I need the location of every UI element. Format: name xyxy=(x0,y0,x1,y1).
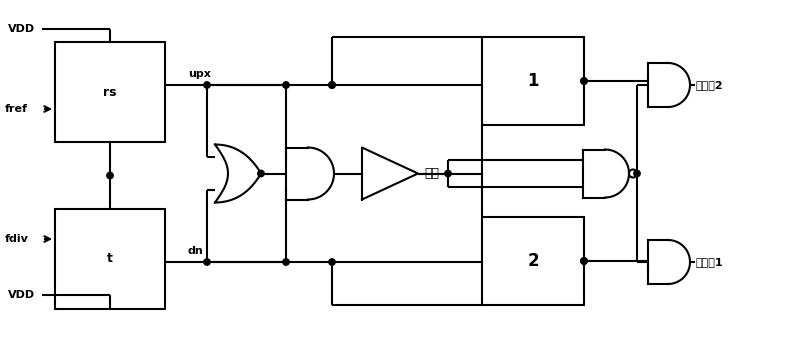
Text: 符号位1: 符号位1 xyxy=(696,257,724,267)
Circle shape xyxy=(329,82,335,88)
Circle shape xyxy=(581,258,587,264)
Circle shape xyxy=(283,259,290,265)
Text: rs: rs xyxy=(103,85,117,99)
Text: fref: fref xyxy=(5,104,28,114)
Bar xyxy=(482,37,584,125)
Bar xyxy=(482,217,584,305)
Circle shape xyxy=(634,170,640,177)
Circle shape xyxy=(107,172,114,179)
Circle shape xyxy=(445,170,451,177)
Text: t: t xyxy=(107,253,113,265)
Circle shape xyxy=(329,259,335,265)
Bar xyxy=(55,42,165,142)
Circle shape xyxy=(204,259,210,265)
Circle shape xyxy=(204,82,210,88)
Text: 1: 1 xyxy=(527,72,538,90)
Circle shape xyxy=(581,258,587,264)
Bar xyxy=(55,209,165,309)
Text: VDD: VDD xyxy=(8,290,35,300)
Text: dn: dn xyxy=(188,246,204,256)
Text: VDD: VDD xyxy=(8,24,35,34)
Circle shape xyxy=(283,82,290,88)
Circle shape xyxy=(581,78,587,84)
Text: 2: 2 xyxy=(527,252,539,270)
Text: fdiv: fdiv xyxy=(5,234,29,244)
Circle shape xyxy=(258,170,264,177)
Circle shape xyxy=(581,78,587,84)
Circle shape xyxy=(329,82,335,88)
Text: 相差: 相差 xyxy=(424,167,439,180)
Text: 符号位2: 符号位2 xyxy=(696,80,724,90)
Text: upx: upx xyxy=(188,69,211,79)
